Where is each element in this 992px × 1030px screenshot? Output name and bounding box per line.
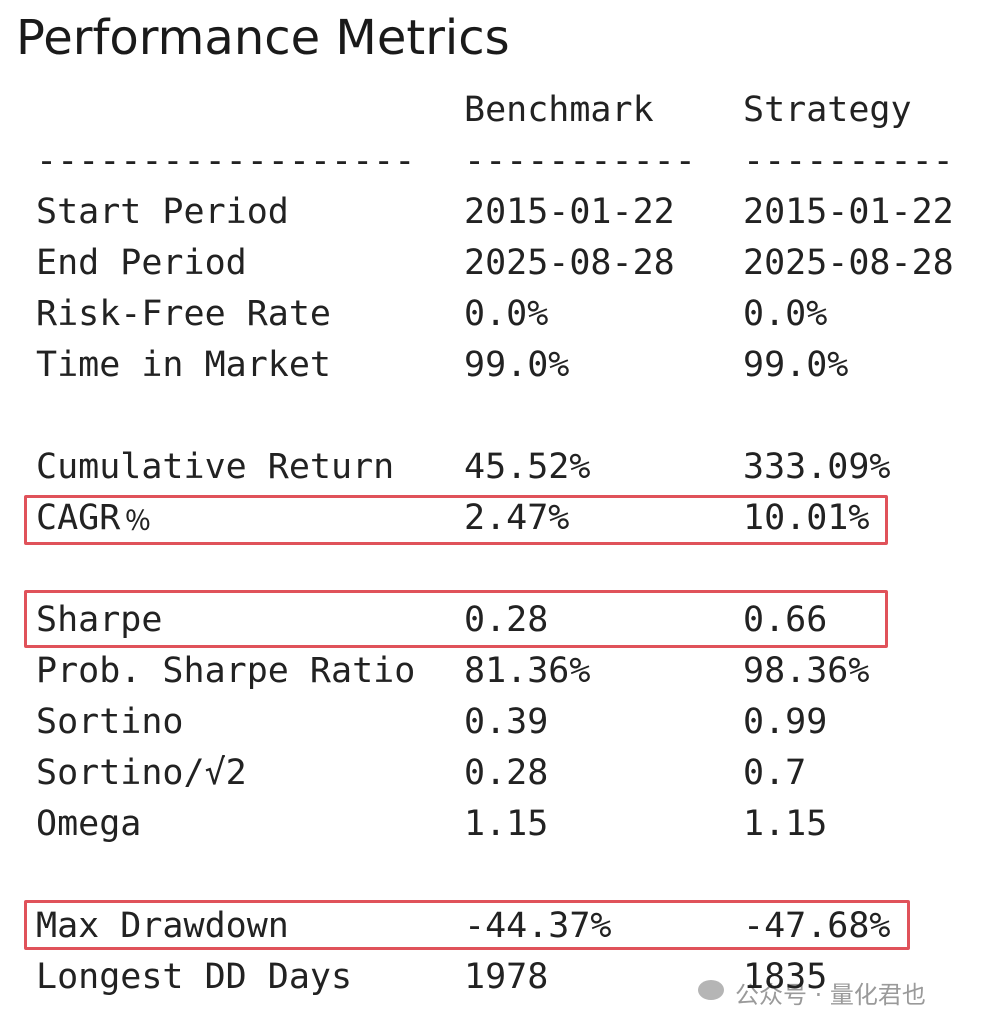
benchmark-value: 0.28	[464, 600, 549, 640]
highlight-box	[24, 900, 910, 950]
highlight-box	[24, 495, 888, 545]
metric-label: Omega	[36, 804, 142, 844]
metric-label: Time in Market	[36, 345, 332, 385]
metric-label: Start Period	[36, 192, 289, 232]
benchmark-value: 0.28	[464, 753, 549, 793]
strategy-value: 0.66	[743, 600, 828, 640]
divider: ----------	[743, 141, 954, 181]
metric-label: Risk-Free Rate	[36, 294, 332, 334]
strategy-value: 10.01%	[743, 498, 870, 538]
metric-label: Cumulative Return	[36, 447, 395, 487]
strategy-value: 1.15	[743, 804, 828, 844]
divider: -----------	[464, 141, 696, 181]
header-strategy: Strategy	[743, 90, 912, 130]
watermark: 公众号 · 量化君也	[735, 981, 926, 1009]
benchmark-value: 99.0%	[464, 345, 570, 385]
benchmark-value: 2025-08-28	[464, 243, 675, 283]
strategy-value: 333.09%	[743, 447, 891, 487]
strategy-value: -47.68%	[743, 906, 891, 946]
metric-label: Max Drawdown	[36, 906, 289, 946]
strategy-value: 0.0%	[743, 294, 828, 334]
title: Performance Metrics	[16, 10, 510, 66]
benchmark-value: 1.15	[464, 804, 549, 844]
benchmark-value: 2.47%	[464, 498, 570, 538]
metric-label: Prob. Sharpe Ratio	[36, 651, 416, 691]
metric-label: Sortino/√2	[36, 753, 247, 793]
metric-label: Sortino	[36, 702, 184, 742]
metric-label: Longest DD Days	[36, 957, 353, 997]
strategy-value: 1835	[743, 957, 828, 997]
header-benchmark: Benchmark	[464, 90, 654, 130]
benchmark-value: 45.52%	[464, 447, 591, 487]
strategy-value: 2015-01-22	[743, 192, 954, 232]
metric-label: Sharpe	[36, 600, 163, 640]
strategy-value: 2025-08-28	[743, 243, 954, 283]
benchmark-value: 0.0%	[464, 294, 549, 334]
benchmark-value: 0.39	[464, 702, 549, 742]
watermark-icon	[698, 980, 724, 1000]
benchmark-value: 2015-01-22	[464, 192, 675, 232]
strategy-value: 99.0%	[743, 345, 849, 385]
metric-label: CAGR﹪	[36, 498, 156, 538]
divider: ------------------	[36, 141, 416, 181]
benchmark-value: 81.36%	[464, 651, 591, 691]
highlight-box	[24, 590, 888, 648]
strategy-value: 98.36%	[743, 651, 870, 691]
benchmark-value: -44.37%	[464, 906, 612, 946]
metric-label: End Period	[36, 243, 247, 283]
strategy-value: 0.7	[743, 753, 807, 793]
strategy-value: 0.99	[743, 702, 828, 742]
benchmark-value: 1978	[464, 957, 549, 997]
